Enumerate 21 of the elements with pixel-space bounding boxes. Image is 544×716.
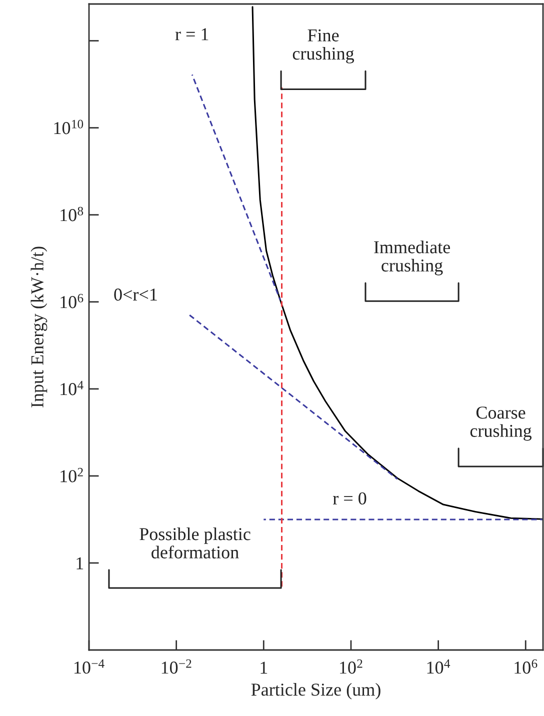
y-tick-label: 10$^{2}$ [60,468,83,482]
text: r = 1 [175,28,208,40]
series-label: 0<r<1 [114,288,157,301]
annotation: Possible plastic deformation [140,528,250,558]
x-tick-label: 1 [260,662,268,674]
y-tick-label: 10$^{4}$ [60,380,84,396]
y-tick-label: 1 [76,557,84,570]
y-tick-label: 10$^{6}$ [60,294,84,308]
x-tick-label: 10$^{2}$ [340,659,362,674]
y-axis-title: Input Energy (kW·h/t) [30,246,48,408]
x-tick-label: 10$^{6}$ [514,659,538,674]
x-tick-label: 10$^{4}$ [427,659,450,674]
x-tick-label: 10$^{−2}$ [162,659,192,674]
annotation: Fine crushing [292,29,354,64]
annotation: Coarse crushing [470,406,532,441]
x-tick-label: 10$^{−4}$ [74,659,104,674]
y-tick-label: 10$^{10}$ [54,120,84,134]
x-axis-title: Particle Size (um) [251,683,380,700]
series-label: r = 0 [333,492,366,505]
annotation: Immediate crushing [374,240,450,276]
y-tick-label: 10$^{8}$ [60,206,84,222]
